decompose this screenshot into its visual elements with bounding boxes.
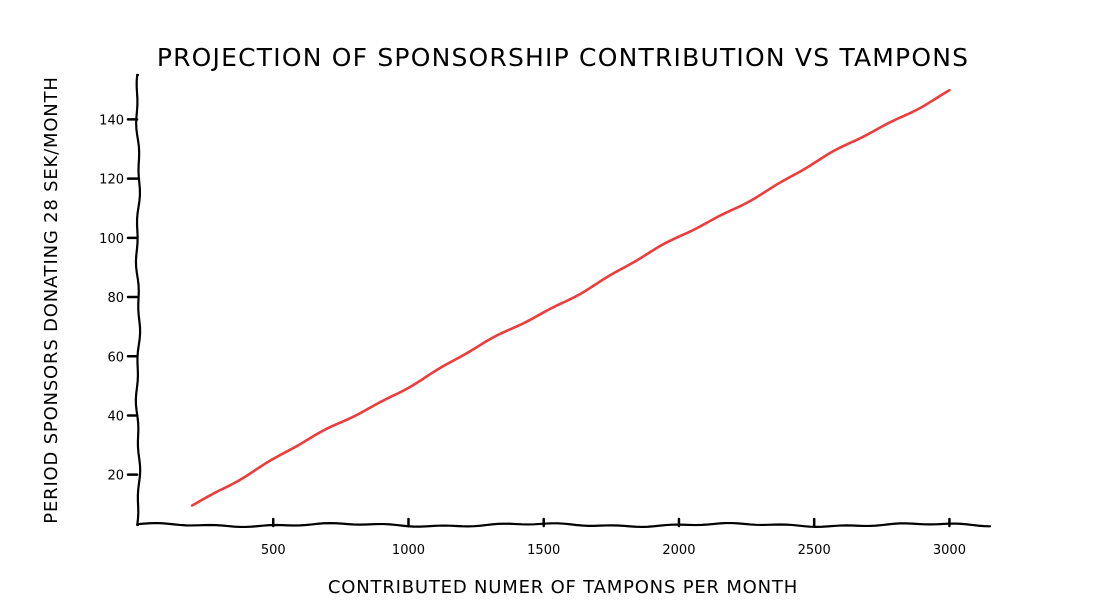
- axes: [134, 73, 992, 529]
- x-tick-label: 2500: [798, 543, 831, 558]
- y-tick-label: 120: [99, 173, 124, 188]
- y-tick-label: 40: [107, 409, 124, 424]
- y-axis-ticks: 20 40 60 80 100 120 140: [99, 113, 139, 484]
- series-line-0: [190, 88, 951, 507]
- x-axis-label: CONTRIBUTED NUMER OF TAMPONS PER MONTH: [328, 577, 798, 598]
- y-tick-label: 80: [107, 291, 124, 306]
- y-tick-label: 20: [107, 469, 124, 484]
- x-tick-label: 1000: [392, 543, 425, 558]
- y-tick-label: 140: [99, 113, 124, 128]
- series-group: [190, 88, 951, 507]
- x-tick-label: 3000: [933, 543, 966, 558]
- y-tick-label: 60: [107, 350, 124, 365]
- x-tick-label: 2000: [662, 543, 695, 558]
- chart-title: PROJECTION OF SPONSORSHIP CONTRIBUTION V…: [157, 43, 969, 72]
- y-axis-label: PERIOD SPONSORS DONATING 28 SEK/MONTH: [41, 76, 62, 523]
- y-tick-label: 100: [99, 232, 124, 247]
- x-axis-line: [136, 521, 992, 529]
- x-tick-label: 500: [261, 543, 286, 558]
- y-axis-line: [134, 73, 142, 527]
- x-tick-label: 1500: [527, 543, 560, 558]
- x-axis-ticks: 500 1000 1500 2000 2500 3000: [261, 517, 966, 558]
